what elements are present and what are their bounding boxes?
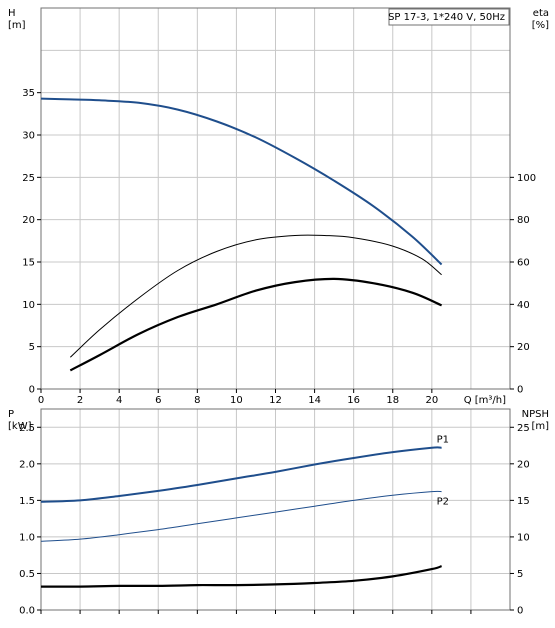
y-right-tick-label: 40: [517, 300, 530, 311]
chart-title-box: SP 17-3, 1*240 V, 50Hz: [388, 8, 510, 26]
series-label-p2: P2: [437, 497, 449, 508]
top-series-line-2: [69, 277, 443, 372]
y-right-axis-label: eta: [533, 8, 549, 19]
chart-title: SP 17-3, 1*240 V, 50Hz: [388, 12, 505, 23]
y-right-axis-unit: [%]: [532, 20, 549, 31]
x-axis-label: Q [m³/h]: [464, 395, 506, 406]
power-npsh-panel: 0.0 0.5 1.0 1.5 2.0 2.5 0 5 10 15 20 25 P[kW] NPSH[m]…: [8, 408, 549, 617]
bottom-series-line-p2: [40, 490, 442, 542]
x-tick-label: 0: [38, 395, 44, 406]
head-efficiency-panel: 0 5 10 15 20 25 30 35 0 20 40 60 80 100 0 2 4 6 8 10 12 14 16 1…: [8, 7, 549, 406]
chart-title-frame: [388, 8, 510, 26]
y-left-tick-label: 15: [22, 258, 35, 269]
x-tick-label: 2: [77, 395, 83, 406]
y-left-tick-label: 20: [22, 215, 35, 226]
y-right-tick-label: 10: [517, 532, 530, 543]
y-left-tick-label: 0.5: [19, 569, 35, 580]
y-left-tick-label: 5: [29, 342, 35, 353]
x-tick-label: 6: [155, 395, 161, 406]
y-left-axis-label: P: [8, 409, 14, 420]
bottom-series-line-2: [40, 565, 442, 588]
top-series-line-1: [69, 234, 442, 358]
y-left-tick-label: 1.5: [19, 496, 35, 507]
y-left-tick-label: 2.0: [19, 459, 35, 470]
y-left-tick-label: 25: [22, 173, 35, 184]
y-left-tick-label: 0: [29, 385, 35, 396]
y-left-tick-label: 0.0: [19, 606, 35, 617]
x-tick-label: 8: [194, 395, 200, 406]
y-left-tick-label: 10: [22, 300, 35, 311]
y-left-axis-label: H: [8, 8, 16, 19]
x-tick-label: 10: [230, 395, 243, 406]
y-right-tick-label: 100: [517, 173, 536, 184]
x-tick-label: 14: [308, 395, 321, 406]
y-left-tick-label: 1.0: [19, 532, 35, 543]
y-right-tick-label: 25: [517, 423, 530, 434]
y-left-tick-label: 2.5: [19, 423, 35, 434]
y-right-axis-label: NPSH: [522, 409, 549, 420]
x-tick-label: 12: [269, 395, 282, 406]
y-right-tick-label: 60: [517, 258, 530, 269]
y-right-tick-label: 20: [517, 342, 530, 353]
x-tick-label: 16: [347, 395, 360, 406]
x-tick-label: 20: [425, 395, 438, 406]
y-left-axis-unit: [kW]: [8, 421, 32, 432]
x-tick-label: 18: [386, 395, 399, 406]
top-series-line-0: [40, 97, 443, 266]
y-right-tick-label: 80: [517, 215, 530, 226]
y-right-axis-unit: [m]: [531, 421, 549, 432]
y-left-tick-label: 30: [22, 131, 35, 142]
y-right-tick-label: 0: [517, 385, 523, 396]
x-tick-label: 4: [116, 395, 122, 406]
y-left-axis-unit: [m]: [8, 20, 26, 31]
series-label-p1: P1: [437, 435, 449, 446]
y-right-tick-label: 20: [517, 459, 530, 470]
y-right-tick-label: 0: [517, 606, 523, 617]
y-right-tick-label: 15: [517, 496, 530, 507]
y-right-tick-label: 5: [517, 569, 523, 580]
y-left-tick-label: 35: [22, 88, 35, 99]
bottom-series-line-p1: [40, 446, 442, 503]
